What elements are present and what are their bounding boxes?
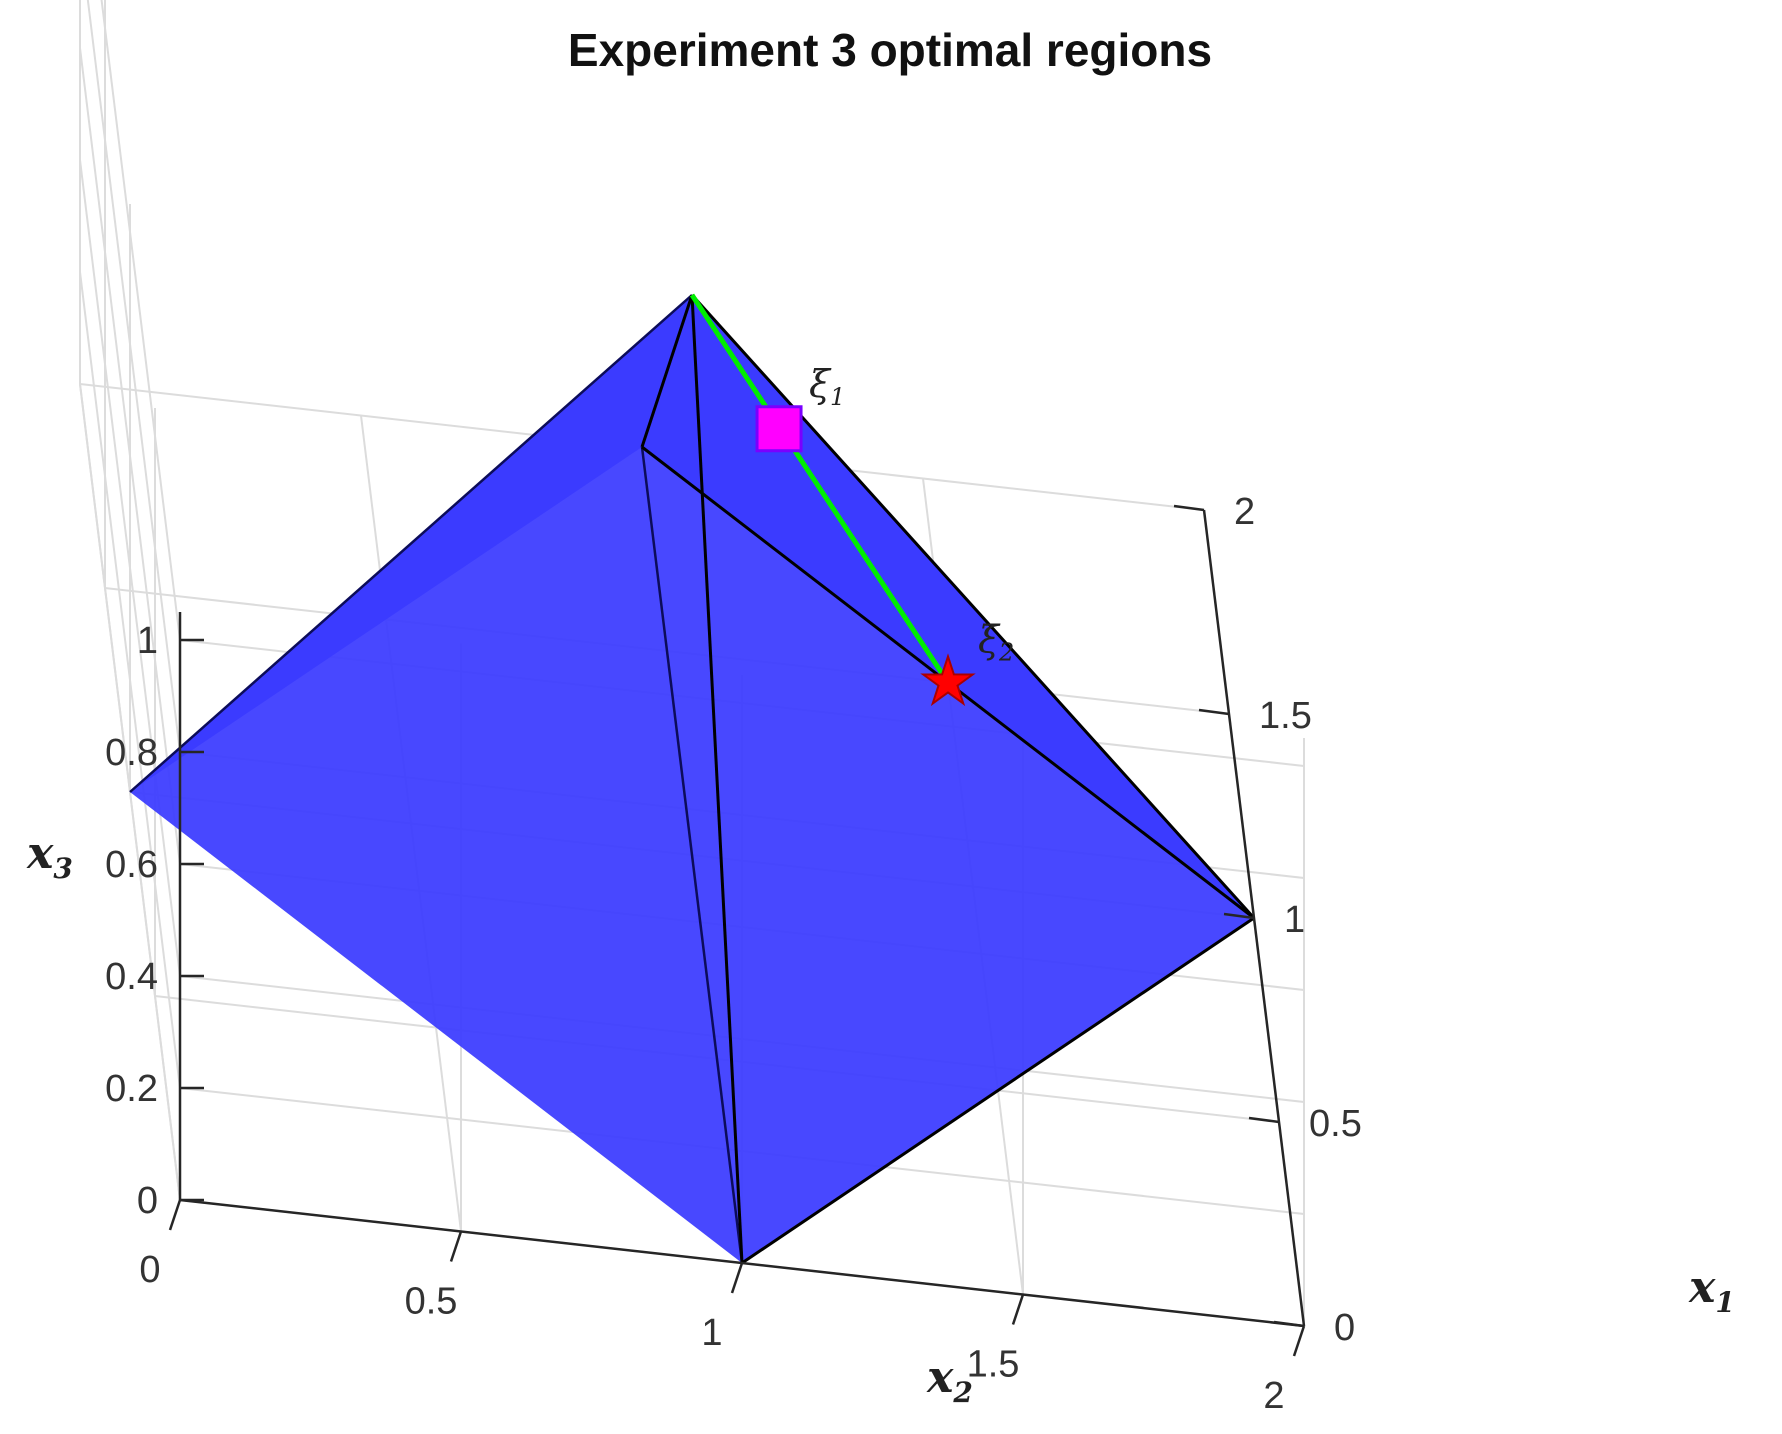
- x2-tick-label: 0: [139, 1249, 160, 1291]
- x1-tick-label: 1.5: [1259, 695, 1312, 737]
- x3-tick-label: 0.8: [105, 732, 158, 774]
- x3-tick-label: 0: [137, 1180, 158, 1222]
- x3-tick-label: 0.2: [105, 1068, 158, 1110]
- x3-tick-label: 0.4: [105, 956, 158, 998]
- pyramid-face: [130, 295, 742, 1263]
- x2-tick-label: 1.5: [967, 1344, 1020, 1386]
- x2-tick: [730, 1262, 744, 1294]
- x2-tick-label: 1: [701, 1312, 722, 1354]
- x3-axis-label: x3: [26, 828, 73, 885]
- x2-tick-label: 2: [1263, 1375, 1284, 1417]
- x1-tick-label: 0: [1334, 1307, 1355, 1349]
- axes: [168, 504, 1306, 1357]
- x2-tick: [168, 1199, 182, 1231]
- x1-tick-label: 0.5: [1309, 1103, 1362, 1145]
- grid-line: [79, 271, 181, 1089]
- x1-tick: [1173, 504, 1205, 512]
- grid-line: [79, 159, 181, 977]
- pyramid-edge: [690, 293, 1256, 920]
- xi1-label: ξ1: [809, 362, 845, 411]
- pyramid-surface: [130, 295, 1254, 1263]
- x1-tick: [1198, 708, 1230, 716]
- x1-tick: [1273, 1320, 1305, 1328]
- grid-line: [86, 0, 181, 753]
- x2-tick: [1292, 1325, 1306, 1357]
- xi2-label: ξ2: [978, 618, 1014, 667]
- x1-tick-label: 2: [1234, 491, 1255, 533]
- x3-tick-label: 0.6: [105, 844, 158, 886]
- pyramid-edge: [741, 916, 1255, 1265]
- pyramid-edge: [640, 446, 744, 1264]
- x1-tick: [1223, 912, 1255, 920]
- pyramid-edge: [640, 294, 694, 448]
- xi2-marker: [920, 653, 976, 707]
- grid-line: [79, 47, 181, 865]
- pyramid-edge: [690, 294, 744, 1264]
- pyramid-face: [692, 295, 1254, 1263]
- x1-tick-label: 1: [1284, 899, 1305, 941]
- x3-tick-label: 1: [137, 620, 158, 662]
- xi1-marker: [755, 405, 803, 453]
- x1-axis-label: x1: [1688, 1262, 1735, 1319]
- x2-axis-label: x2: [926, 1352, 973, 1409]
- x2-tick: [449, 1231, 463, 1262]
- pyramid-edge: [129, 294, 693, 793]
- tick-labels: 0 0.2 0.4 0.6 0.8 1 0 0.5 1 1.5 2 0 0.5 1 1.5 2 x3 x2 x1: [26, 491, 1735, 1417]
- chart-title: Experiment 3 optimal regions: [568, 24, 1212, 76]
- x2-tick-label: 0.5: [405, 1281, 458, 1323]
- grid-line: [100, 0, 181, 641]
- green-segment: [689, 293, 951, 684]
- x1-tick: [1248, 1116, 1280, 1124]
- pyramid-edges: [129, 293, 1256, 1265]
- markers: ξ1 ξ2: [755, 362, 1014, 707]
- x2-tick: [1011, 1294, 1025, 1325]
